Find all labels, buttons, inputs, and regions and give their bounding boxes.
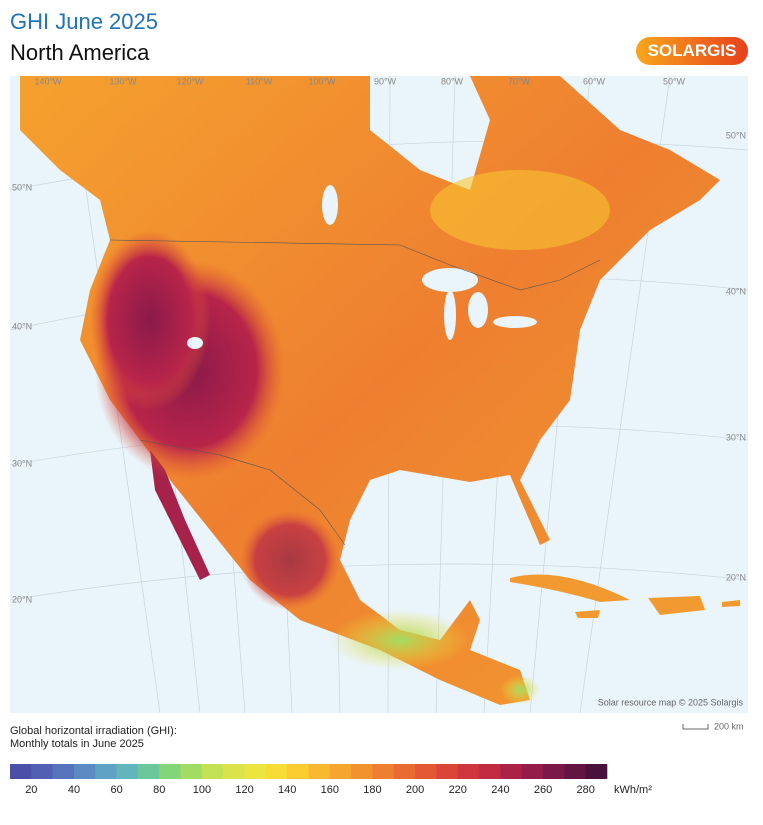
legend-swatch	[351, 764, 373, 779]
legend-swatch	[436, 764, 459, 779]
legend-swatch	[10, 764, 32, 779]
lon-label: 100°W	[308, 76, 336, 86]
legend-unit: kWh/m²	[614, 784, 652, 796]
legend-swatch	[201, 764, 224, 779]
legend-swatch	[479, 764, 501, 779]
credit: Solar resource map © 2025 Solargis	[598, 697, 744, 707]
scale-label: 200 km	[714, 721, 744, 731]
legend-swatch	[52, 764, 75, 779]
logo[interactable]: SOLARGIS	[636, 37, 748, 65]
title: GHI June 2025	[10, 9, 158, 34]
legend-swatch	[500, 764, 523, 779]
legend-swatch	[116, 764, 139, 779]
legend-swatch	[564, 764, 586, 779]
legend-tick-label: 140	[278, 784, 296, 796]
lon-label: 50°W	[663, 76, 686, 86]
legend-tick-label: 180	[363, 784, 381, 796]
lon-label: 140°W	[34, 76, 62, 86]
legend-swatch	[223, 764, 245, 779]
legend-swatch	[180, 764, 203, 779]
legend-tick-label: 220	[449, 784, 467, 796]
subtitle: North America	[10, 40, 150, 65]
legend-tick-label: 60	[110, 784, 122, 796]
lat-label: 40°N	[12, 321, 32, 331]
legend-swatch	[457, 764, 480, 779]
lat-label: 50°N	[12, 182, 32, 192]
lat-label: 30°N	[12, 458, 32, 468]
legend-swatch	[73, 764, 96, 779]
cool-zone	[500, 675, 540, 705]
lon-label: 60°W	[583, 76, 606, 86]
lon-label: 130°W	[109, 76, 137, 86]
lon-label: 70°W	[508, 76, 531, 86]
lat-label: 30°N	[726, 432, 746, 442]
lakes	[187, 185, 537, 349]
scale-bar	[682, 724, 709, 730]
hot-zone	[90, 230, 210, 410]
lon-label: 80°W	[441, 76, 464, 86]
legend-tick-label: 160	[321, 784, 339, 796]
legend-tick-label: 40	[68, 784, 80, 796]
hot-zone	[240, 510, 340, 610]
legend-swatch	[244, 764, 267, 779]
legend-tick-label: 260	[534, 784, 552, 796]
baja	[150, 450, 210, 580]
legend-swatch	[585, 764, 608, 779]
lat-label: 20°N	[726, 572, 746, 582]
legend-swatch	[265, 764, 288, 779]
legend-tick-label: 100	[193, 784, 211, 796]
borders	[109, 239, 601, 546]
legend-swatch	[31, 764, 53, 779]
legend-tick-label: 200	[406, 784, 424, 796]
legend-tick-label: 120	[235, 784, 253, 796]
lat-label: 20°N	[12, 594, 32, 604]
legend-swatch	[393, 764, 416, 779]
yellow-zone	[430, 170, 610, 250]
legend-swatch	[372, 764, 395, 779]
legend-tick-label: 80	[153, 784, 165, 796]
lon-label: 110°W	[246, 76, 273, 86]
islands	[510, 574, 740, 618]
legend-swatch	[329, 764, 352, 779]
lon-label: 120°W	[176, 76, 204, 86]
legend-swatch	[543, 764, 565, 779]
lon-label: 90°W	[374, 76, 397, 86]
cool-zone	[330, 610, 470, 670]
legend-tick-label: 240	[491, 784, 509, 796]
legend-swatch	[95, 764, 117, 779]
legend-swatch	[287, 764, 309, 779]
legend-swatch	[137, 764, 160, 779]
legend-title: Monthly totals in June 2025	[10, 738, 144, 750]
legend-swatch	[521, 764, 544, 779]
legend-title: Global horizontal irradiation (GHI):	[10, 725, 177, 737]
legend-tick-label: 20	[25, 784, 37, 796]
legend-swatch	[159, 764, 181, 779]
lat-label: 50°N	[726, 130, 746, 140]
legend-swatch	[308, 764, 331, 779]
legend-swatch	[415, 764, 437, 779]
legend-tick-label: 280	[576, 784, 594, 796]
lat-label: 40°N	[726, 286, 746, 296]
